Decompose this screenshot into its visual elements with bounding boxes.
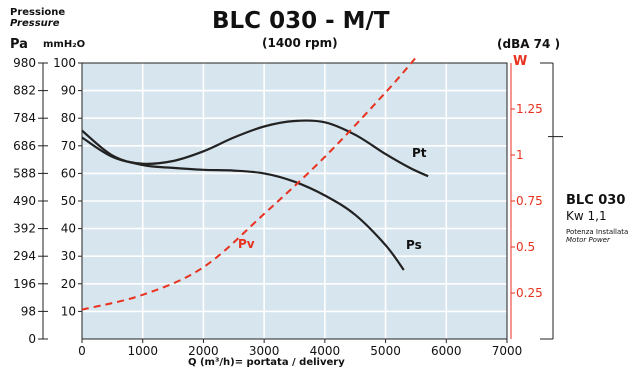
- mmh2o-tick-label: 30: [61, 249, 76, 263]
- chart-title: BLC 030 - M/T: [212, 8, 390, 34]
- pa-tick-label: 392: [13, 222, 36, 236]
- x-axis-label: Q (m³/h)= portata / delivery: [188, 357, 345, 368]
- noise-level: (dBA 74 ): [497, 37, 561, 51]
- pa-tick-label: 784: [13, 111, 36, 125]
- series-ps-line: [81, 129, 405, 271]
- x-tick-label: 6000: [431, 344, 462, 358]
- mmh2o-tick-label: 90: [61, 84, 76, 98]
- mmh2o-tick-label: 80: [61, 111, 76, 125]
- x-tick-label: 0: [78, 344, 86, 358]
- pa-tick-label: 686: [13, 139, 36, 153]
- unit-mmh2o-label: mmH₂O: [43, 39, 86, 50]
- pressure-label-en: Pressure: [10, 18, 60, 29]
- installed-power-label-en: Motor Power: [566, 236, 610, 244]
- mmh2o-tick-label: 40: [61, 222, 76, 236]
- pa-tick-label: 490: [13, 194, 36, 208]
- power-tick-label: 1: [516, 148, 524, 162]
- pa-tick-label: 196: [13, 277, 36, 291]
- power-tick-label: 0.25: [516, 286, 543, 300]
- pa-tick-label: 980: [13, 56, 36, 70]
- power-tick-label: 0.5: [516, 240, 535, 254]
- series-pv-label: Pv: [238, 237, 255, 251]
- pa-tick-label: 588: [13, 166, 36, 180]
- x-tick-label: 5000: [370, 344, 401, 358]
- power-tick-label: 0.75: [516, 194, 543, 208]
- pa-tick-label: 294: [13, 249, 36, 263]
- series-ps-label: Ps: [406, 238, 422, 252]
- x-tick-label: 1000: [127, 344, 158, 358]
- power-tick-label: 1.25: [516, 102, 543, 116]
- mmh2o-tick-label: 70: [61, 139, 76, 153]
- x-tick-label: 2000: [188, 344, 219, 358]
- chart-subtitle: (1400 rpm): [262, 36, 338, 50]
- pa-tick-label: 98: [21, 304, 36, 318]
- unit-w-label: W: [513, 54, 528, 69]
- mmh2o-tick-label: 50: [61, 194, 76, 208]
- mmh2o-tick-label: 20: [61, 277, 76, 291]
- unit-pa-label: Pa: [10, 37, 28, 52]
- x-tick-label: 4000: [310, 344, 341, 358]
- mmh2o-tick-label: 100: [53, 56, 76, 70]
- x-tick-label: 3000: [249, 344, 280, 358]
- series-pt-line: [81, 119, 429, 178]
- pa-tick-label: 0: [28, 332, 36, 346]
- pressure-label: Pressione: [10, 7, 66, 18]
- series-pt-label: Pt: [412, 146, 427, 160]
- installed-power-label: Potenza Installata: [566, 228, 629, 236]
- x-tick-label: 7000: [492, 344, 523, 358]
- motor-power-value: Kw 1,1: [566, 209, 607, 223]
- pa-tick-label: 882: [13, 84, 36, 98]
- mmh2o-tick-label: 60: [61, 166, 76, 180]
- mmh2o-tick-label: 10: [61, 304, 76, 318]
- series-pv-line: [81, 56, 417, 311]
- model-name: BLC 030: [566, 193, 626, 208]
